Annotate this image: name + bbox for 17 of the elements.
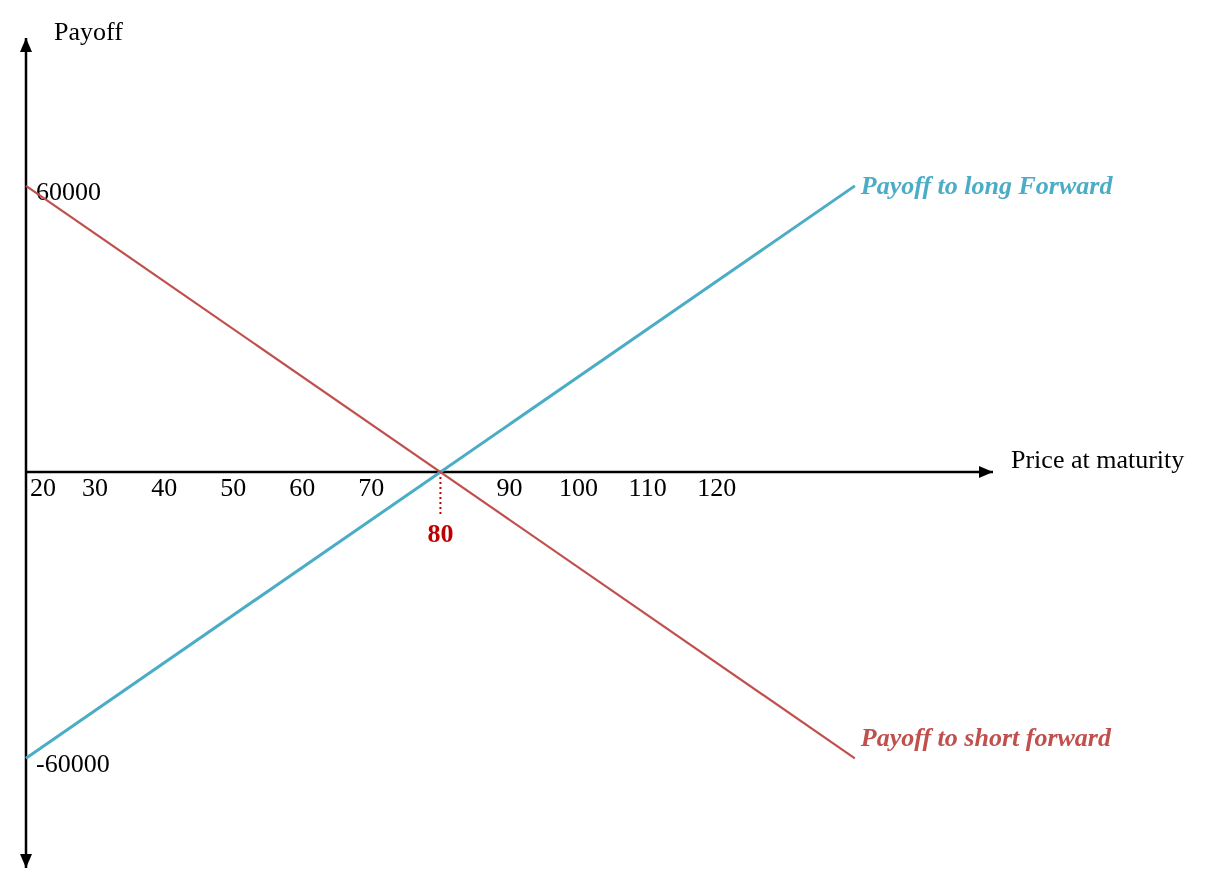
y-axis-title: Payoff xyxy=(54,17,124,46)
series-label: Payoff to short forward xyxy=(859,723,1113,753)
x-axis-title: Price at maturity xyxy=(1011,445,1185,475)
x-tick-label: 30 xyxy=(82,473,109,503)
series-label: Payoff to long Forward xyxy=(859,170,1114,200)
x-tick-label: 100 xyxy=(559,473,599,503)
x-tick-label: 50 xyxy=(220,473,247,503)
x-tick-label: 20 xyxy=(30,473,56,503)
y-tick-label: 60000 xyxy=(36,176,101,206)
x-tick-label: 120 xyxy=(697,473,737,503)
ref-line-label: 80 xyxy=(427,519,454,549)
x-tick-label: 110 xyxy=(628,473,667,503)
x-tick-label: 40 xyxy=(151,473,178,503)
y-tick-label: -60000 xyxy=(36,749,110,779)
x-tick-label: 60 xyxy=(289,473,316,503)
x-tick-label: 70 xyxy=(358,473,385,503)
x-tick-label: 90 xyxy=(496,473,523,503)
